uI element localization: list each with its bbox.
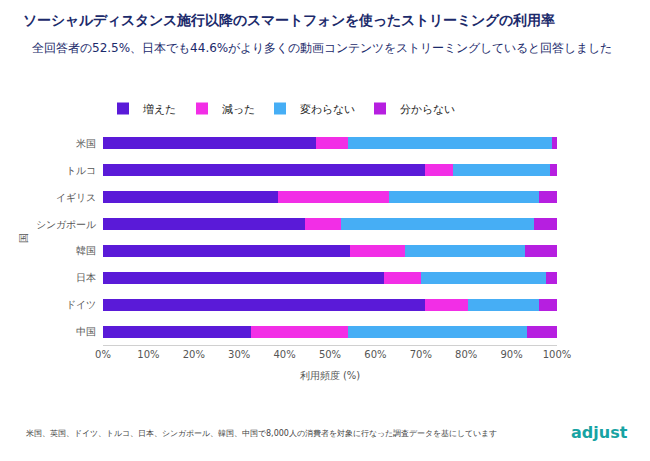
svg-text:分からない: 分からない — [400, 103, 455, 116]
svg-text:10%: 10% — [137, 349, 159, 360]
svg-text:トルコ: トルコ — [66, 165, 96, 176]
svg-text:70%: 70% — [410, 349, 432, 360]
svg-text:国: 国 — [18, 233, 29, 243]
svg-text:ドイツ: ドイツ — [66, 299, 96, 310]
svg-text:米国、英国、ドイツ、トルコ、日本、シンガポール、韓国、中国で: 米国、英国、ドイツ、トルコ、日本、シンガポール、韓国、中国で8,000人の消費者… — [26, 429, 497, 438]
svg-text:米国: 米国 — [76, 138, 96, 149]
svg-text:日本: 日本 — [76, 272, 96, 283]
svg-text:80%: 80% — [455, 349, 477, 360]
svg-text:40%: 40% — [273, 349, 295, 360]
svg-text:50%: 50% — [319, 349, 341, 360]
svg-text:韓国: 韓国 — [76, 245, 96, 256]
svg-text:中国: 中国 — [76, 326, 96, 337]
svg-text:利用頻度 (%): 利用頻度 (%) — [300, 370, 361, 381]
svg-text:100%: 100% — [543, 349, 572, 360]
svg-text:20%: 20% — [183, 349, 205, 360]
svg-text:変わらない: 変わらない — [300, 103, 355, 116]
svg-text:ソーシャルディスタンス施行以降のスマートフォンを使ったストリ: ソーシャルディスタンス施行以降のスマートフォンを使ったストリーミングの利用率 — [23, 12, 555, 28]
svg-text:シンガポール: シンガポール — [36, 219, 96, 230]
svg-text:全回答者の52.5%、日本でも44.6%がより多くの動画コン: 全回答者の52.5%、日本でも44.6%がより多くの動画コンテンツをストリーミン… — [32, 41, 612, 55]
svg-text:減った: 減った — [222, 103, 255, 116]
svg-text:イギリス: イギリス — [56, 192, 96, 203]
svg-text:90%: 90% — [500, 349, 522, 360]
svg-text:60%: 60% — [364, 349, 386, 360]
svg-text:増えた: 増えた — [142, 103, 176, 116]
svg-text:30%: 30% — [228, 349, 250, 360]
svg-text:adjust: adjust — [571, 423, 628, 442]
svg-text:0%: 0% — [95, 349, 111, 360]
